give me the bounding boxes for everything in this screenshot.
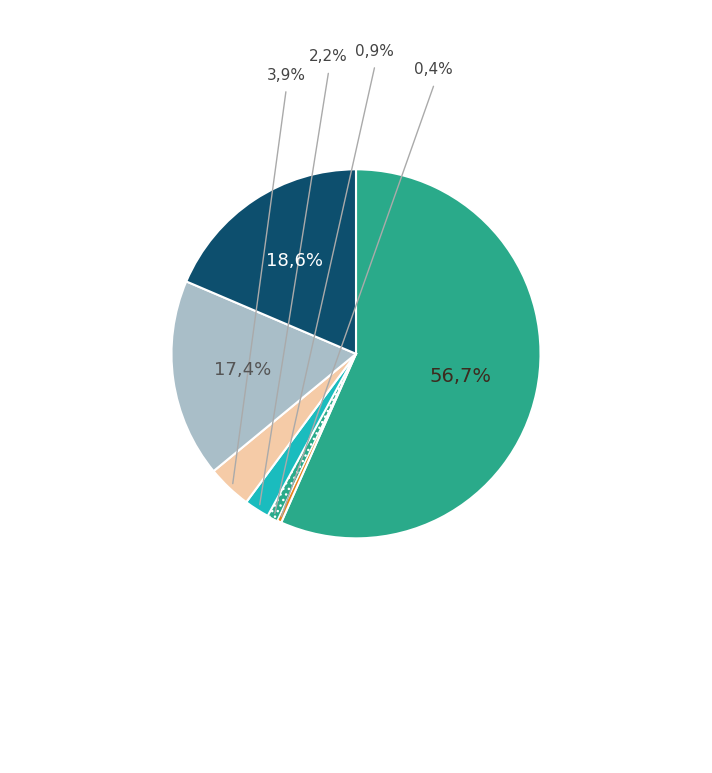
Text: 0,9%: 0,9% — [355, 43, 394, 59]
Wedge shape — [172, 281, 356, 471]
Text: 56,7%: 56,7% — [430, 366, 492, 386]
Wedge shape — [268, 354, 356, 520]
Wedge shape — [214, 354, 356, 502]
Text: 0,4%: 0,4% — [414, 62, 453, 77]
Text: 18,6%: 18,6% — [266, 253, 323, 271]
Wedge shape — [187, 169, 356, 354]
Wedge shape — [277, 354, 356, 523]
Wedge shape — [246, 354, 356, 516]
Wedge shape — [281, 169, 540, 538]
Text: 3,9%: 3,9% — [266, 67, 305, 83]
Text: 17,4%: 17,4% — [214, 361, 271, 379]
Text: 2,2%: 2,2% — [309, 49, 347, 64]
